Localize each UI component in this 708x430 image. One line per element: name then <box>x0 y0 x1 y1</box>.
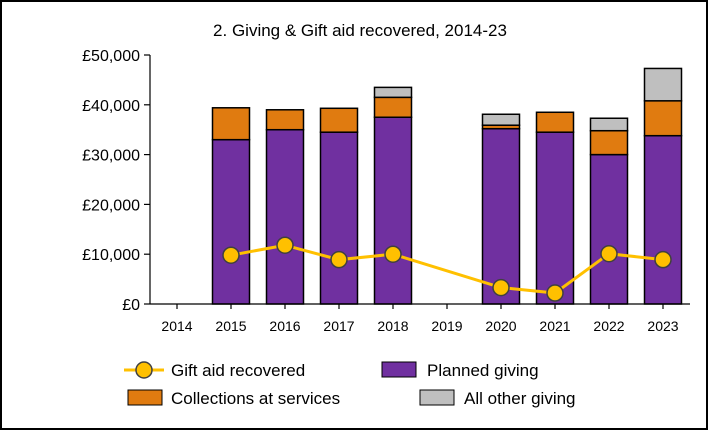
bar-segment-other <box>373 86 413 99</box>
x-tick-label: 2020 <box>485 318 516 334</box>
bar-segment-planned <box>589 153 629 305</box>
bar-segment-planned <box>481 127 521 305</box>
bar-segment-collections <box>373 96 413 119</box>
gift-aid-line-group <box>222 236 672 302</box>
gift-aid-point <box>222 246 240 264</box>
gift-aid-point <box>330 250 348 269</box>
bar-segment-collections <box>319 107 359 133</box>
legend-marker-swatch <box>135 361 153 379</box>
legend: Gift aid recovered Planned giving Collec… <box>124 361 576 408</box>
x-tick-label: 2018 <box>377 318 408 334</box>
legend-swatch-other <box>419 389 455 406</box>
bar-segment-planned <box>373 116 413 305</box>
gift-aid-point <box>654 250 672 269</box>
bar-segment-collections <box>643 100 683 137</box>
gift-aid-point <box>276 236 294 254</box>
chart-title: 2. Giving & Gift aid recovered, 2014-23 <box>213 21 507 40</box>
legend-label-gift-aid: Gift aid recovered <box>171 361 305 380</box>
gift-aid-point <box>492 278 510 297</box>
y-tick-label: £40,000 <box>82 98 140 115</box>
x-tick-label: 2016 <box>269 318 300 334</box>
x-tick-label: 2023 <box>647 318 678 334</box>
gift-aid-point <box>546 284 564 302</box>
legend-swatch-planned <box>381 361 417 378</box>
legend-swatch-collections <box>127 389 163 406</box>
bar-segment-planned <box>319 131 359 305</box>
bar-segment-collections <box>265 109 305 131</box>
bar-segment-planned <box>265 128 305 305</box>
x-tick-label: 2017 <box>323 318 354 334</box>
legend-label-collections: Collections at services <box>171 389 340 408</box>
gift-aid-point <box>600 244 618 263</box>
bar-segment-collections <box>211 107 251 141</box>
bars-group <box>211 67 683 305</box>
gift-aid-point <box>384 245 402 263</box>
bar-segment-planned <box>211 138 251 305</box>
x-tick-label: 2021 <box>539 318 570 334</box>
x-axis: 2014 2015 2016 2017 2018 2019 2020 2021 2022 2023 <box>150 303 690 334</box>
x-tick-label: 2022 <box>593 318 624 334</box>
x-tick-label: 2015 <box>215 318 246 334</box>
y-tick-label: £0 <box>122 297 140 314</box>
y-tick-label: £10,000 <box>82 247 140 264</box>
bar-segment-planned <box>535 131 575 305</box>
y-tick-label: £50,000 <box>82 48 140 65</box>
bar-segment-other <box>481 113 521 126</box>
bar-segment-collections <box>589 129 629 156</box>
bar-segment-planned <box>643 134 683 305</box>
legend-label-planned: Planned giving <box>427 361 539 380</box>
y-tick-label: £20,000 <box>82 197 140 214</box>
bar-segment-other <box>589 117 629 132</box>
legend-label-other: All other giving <box>464 389 576 408</box>
y-axis: £0 £10,000 £20,000 £30,000 £40,000 £50,000 <box>82 48 151 314</box>
x-tick-label: 2014 <box>161 318 192 334</box>
gift-aid-line <box>230 243 664 295</box>
y-tick-label: £30,000 <box>82 148 140 165</box>
bar-segment-collections <box>535 111 575 133</box>
x-tick-label: 2019 <box>431 318 462 334</box>
bar-segment-other <box>643 67 683 102</box>
